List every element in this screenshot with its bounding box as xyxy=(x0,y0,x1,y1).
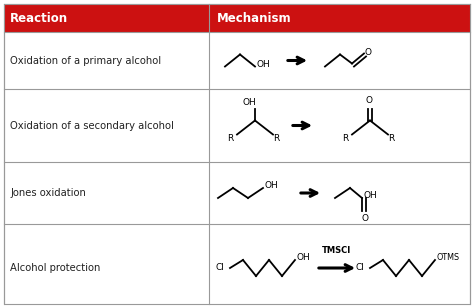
Text: Cl: Cl xyxy=(216,264,225,273)
Text: Oxidation of a primary alcohol: Oxidation of a primary alcohol xyxy=(10,55,161,66)
Text: OH: OH xyxy=(364,191,378,200)
Text: Alcohol protection: Alcohol protection xyxy=(10,263,100,273)
Text: O: O xyxy=(365,48,372,57)
Text: Cl: Cl xyxy=(356,264,365,273)
Text: Mechanism: Mechanism xyxy=(217,11,291,25)
Text: Jones oxidation: Jones oxidation xyxy=(10,188,86,198)
Text: R: R xyxy=(273,134,279,143)
Text: O: O xyxy=(366,96,373,105)
Text: O: O xyxy=(362,213,369,222)
Text: R: R xyxy=(227,134,233,143)
Text: R: R xyxy=(342,134,348,143)
Text: OH: OH xyxy=(297,253,311,262)
Bar xyxy=(4,4,470,32)
Text: R: R xyxy=(388,134,394,143)
Text: OH: OH xyxy=(265,180,279,189)
Text: Reaction: Reaction xyxy=(10,11,68,25)
Text: OH: OH xyxy=(257,60,271,69)
Text: OH: OH xyxy=(243,98,257,107)
Text: TMSCl: TMSCl xyxy=(322,245,352,254)
Text: OTMS: OTMS xyxy=(437,253,460,262)
Text: Oxidation of a secondary alcohol: Oxidation of a secondary alcohol xyxy=(10,120,174,131)
